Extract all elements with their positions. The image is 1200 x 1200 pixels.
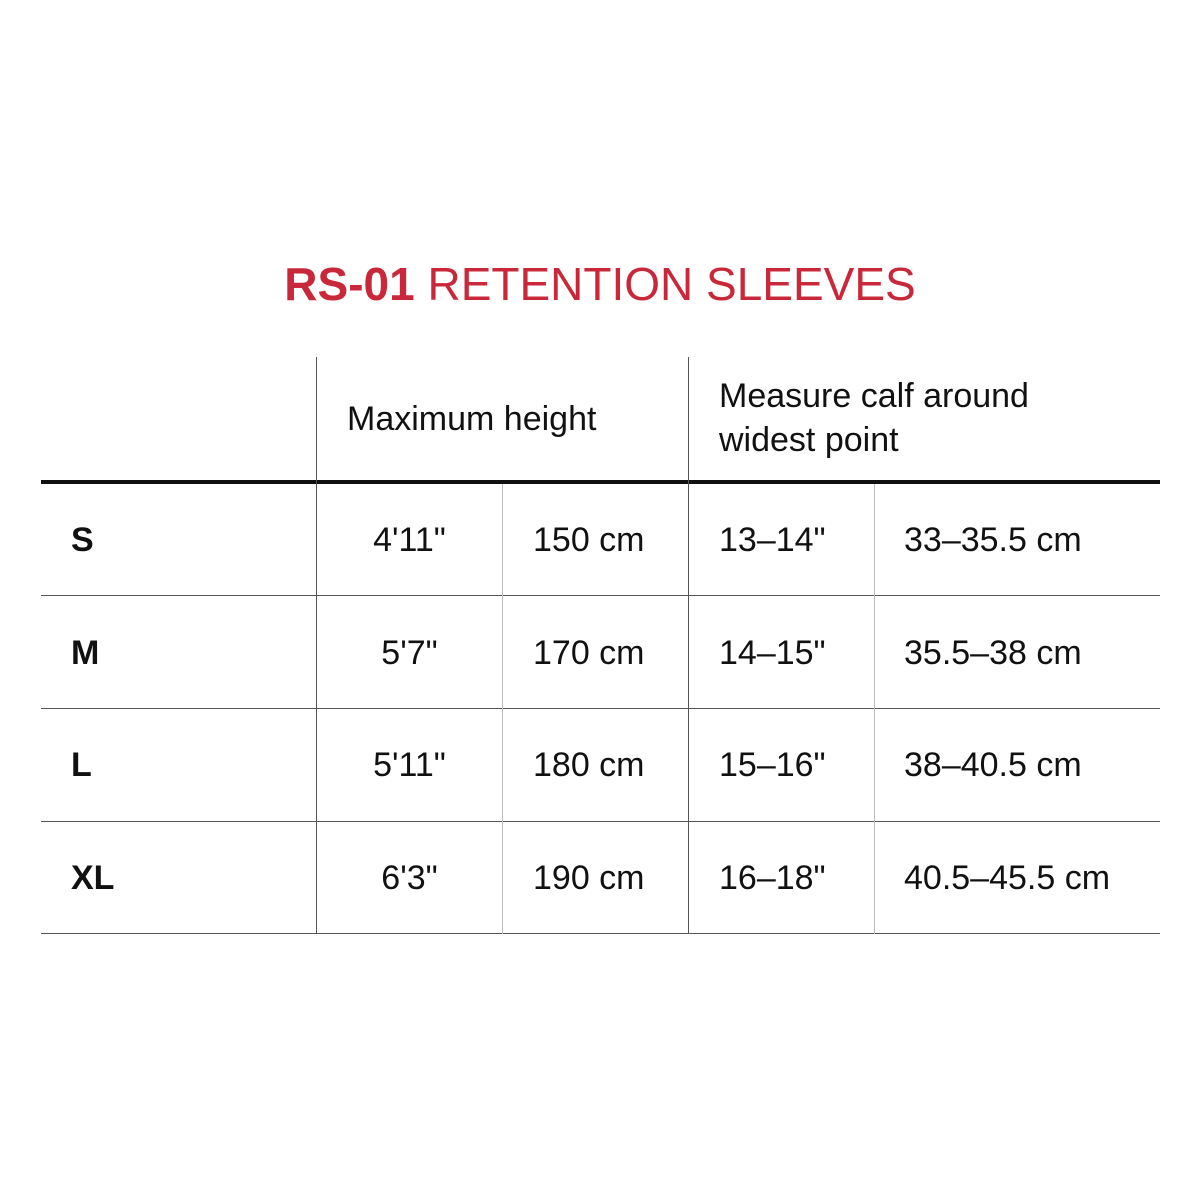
size-chart-table: Maximum height Measure calf around wides…: [41, 357, 1160, 935]
model-code: RS-01: [284, 258, 415, 310]
calf-imperial: 15–16": [719, 746, 826, 784]
size-label: S: [71, 521, 94, 559]
calf-imperial: 16–18": [719, 859, 826, 897]
size-label: M: [71, 634, 100, 672]
height-imperial: 4'11": [373, 521, 446, 559]
product-name: RETENTION SLEEVES: [427, 258, 916, 310]
column-divider-height-units: [502, 484, 503, 934]
column-divider-size: [316, 357, 317, 934]
column-divider-calf-units: [874, 484, 875, 934]
size-label: XL: [71, 859, 115, 897]
calf-imperial: 13–14": [719, 521, 826, 559]
calf-metric: 40.5–45.5 cm: [904, 859, 1111, 897]
height-metric: 170 cm: [533, 634, 645, 672]
height-imperial: 6'3": [381, 859, 438, 897]
row-divider-2: [41, 708, 1160, 709]
header-rule: [41, 480, 1160, 484]
column-divider-group: [688, 357, 689, 934]
height-imperial: 5'11": [373, 746, 446, 784]
height-metric: 180 cm: [533, 746, 645, 784]
header-calf-measure: Measure calf around widest point: [719, 374, 1029, 462]
calf-metric: 35.5–38 cm: [904, 634, 1082, 672]
header-calf-line1: Measure calf around: [719, 377, 1029, 415]
height-metric: 190 cm: [533, 859, 645, 897]
header-calf-line2: widest point: [719, 421, 899, 459]
bottom-rule: [41, 933, 1160, 934]
height-imperial: 5'7": [381, 634, 438, 672]
chart-title: RS-01 RETENTION SLEEVES: [0, 254, 1200, 314]
calf-metric: 33–35.5 cm: [904, 521, 1082, 559]
header-maximum-height: Maximum height: [347, 400, 597, 438]
size-label: L: [71, 746, 92, 784]
row-divider-1: [41, 595, 1160, 596]
row-divider-3: [41, 821, 1160, 822]
calf-imperial: 14–15": [719, 634, 826, 672]
height-metric: 150 cm: [533, 521, 645, 559]
calf-metric: 38–40.5 cm: [904, 746, 1082, 784]
